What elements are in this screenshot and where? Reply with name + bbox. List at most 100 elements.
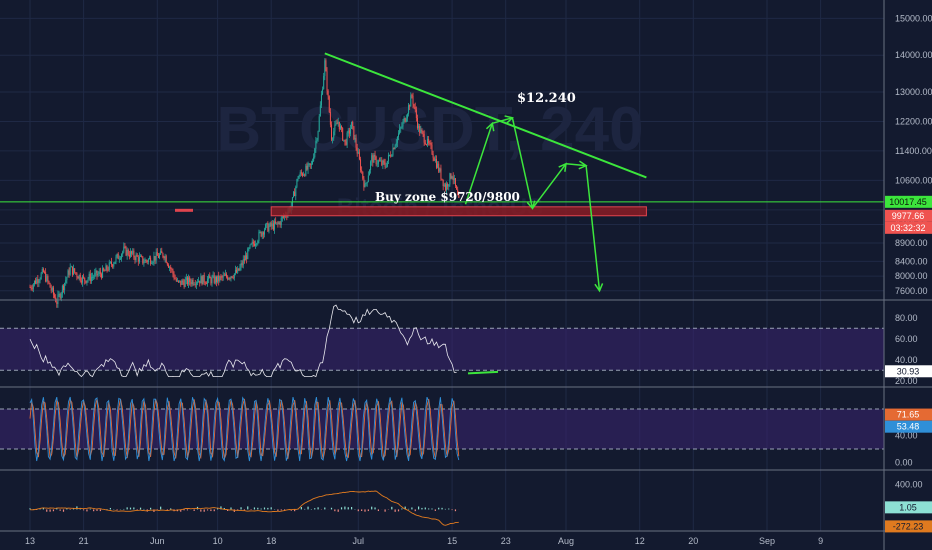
candle-body bbox=[334, 124, 336, 132]
macd-pane[interactable]: 400.00 bbox=[29, 479, 923, 526]
candle-body bbox=[303, 174, 305, 176]
macd-histogram-bar bbox=[99, 509, 101, 512]
macd-histogram-bar bbox=[126, 507, 128, 510]
candle-body bbox=[219, 276, 221, 282]
projection-arrow[interactable] bbox=[492, 117, 513, 125]
macd-histogram-bar bbox=[243, 509, 245, 511]
macd-histogram-bar bbox=[42, 508, 44, 510]
candle-body bbox=[347, 130, 349, 133]
buy-zone-rect[interactable] bbox=[270, 206, 647, 217]
macd-histogram-bar bbox=[257, 507, 259, 510]
candle-body bbox=[377, 160, 379, 164]
candle-body bbox=[380, 160, 382, 162]
time-axis[interactable]: 13 21 Jun 10 18 Jul 15 23 Aug 12 20 Sep 9 bbox=[25, 536, 823, 546]
candle-body bbox=[393, 147, 395, 150]
candle-body bbox=[355, 138, 357, 148]
stoch-rsi-pane[interactable]: 0.00 40.00 bbox=[0, 396, 918, 467]
time-tick-label: 21 bbox=[79, 536, 89, 546]
price-tag-bid: 9977.66 bbox=[892, 211, 925, 221]
price-pane[interactable]: 7600.008000.008400.008900.009400.0010600… bbox=[0, 13, 932, 308]
macd-histogram-bar bbox=[357, 509, 359, 512]
candle-body bbox=[173, 273, 175, 279]
macd-histogram-bar bbox=[136, 509, 138, 511]
macd-histogram-bar bbox=[213, 509, 215, 512]
macd-histogram-bar bbox=[304, 508, 306, 510]
candle-body bbox=[37, 279, 39, 283]
candle-body bbox=[400, 127, 402, 129]
macd-histogram-bar bbox=[29, 508, 31, 510]
candle-body bbox=[316, 139, 318, 141]
candle-body bbox=[186, 277, 188, 285]
candle-body bbox=[88, 273, 90, 279]
candle-body bbox=[370, 161, 372, 171]
candle-body bbox=[106, 265, 108, 270]
resistance-trendline[interactable] bbox=[324, 52, 647, 179]
time-tick-label: Sep bbox=[759, 536, 775, 546]
candle-body bbox=[32, 284, 34, 289]
macd-histogram-bar bbox=[183, 509, 185, 511]
candle-body bbox=[125, 246, 127, 256]
time-tick-label: 9 bbox=[818, 536, 823, 546]
candle-body bbox=[251, 241, 253, 244]
candle-body bbox=[414, 106, 416, 110]
rsi-support-line[interactable] bbox=[467, 370, 499, 375]
candle-body bbox=[315, 140, 317, 149]
candle-body bbox=[234, 269, 236, 274]
candle-body bbox=[392, 147, 394, 156]
candle-body bbox=[421, 129, 423, 132]
candle-body bbox=[448, 184, 450, 187]
candle-body bbox=[163, 256, 165, 259]
candle-body bbox=[262, 232, 264, 235]
projection-arrow[interactable] bbox=[585, 165, 601, 291]
price-tag-last: 10017.45 bbox=[889, 197, 927, 207]
candle-body bbox=[51, 287, 53, 291]
candle-body bbox=[102, 268, 104, 278]
projection-arrow[interactable] bbox=[565, 163, 587, 167]
candle-body bbox=[248, 248, 250, 249]
macd-histogram-bar bbox=[448, 508, 450, 510]
projection-arrow[interactable] bbox=[464, 123, 494, 205]
candle-body bbox=[430, 143, 432, 145]
candle-body bbox=[277, 222, 279, 224]
candle-body bbox=[404, 118, 406, 122]
candle-body bbox=[363, 178, 365, 188]
candle-body bbox=[358, 152, 360, 160]
candle-body bbox=[54, 294, 56, 298]
candle-body bbox=[236, 269, 238, 273]
candle-body bbox=[108, 262, 110, 271]
macd-histogram-bar bbox=[220, 506, 222, 510]
macd-histogram-bar bbox=[240, 507, 242, 510]
candle-body bbox=[134, 257, 136, 261]
candle-body bbox=[135, 254, 137, 261]
candle-body bbox=[29, 287, 31, 288]
candle-body bbox=[439, 168, 441, 172]
candle-body bbox=[123, 246, 125, 252]
candle-body bbox=[69, 267, 71, 275]
candle-body bbox=[346, 132, 348, 145]
candle-body bbox=[194, 284, 196, 286]
candle-body bbox=[48, 281, 50, 284]
candle-body bbox=[222, 275, 224, 278]
candle-body bbox=[218, 275, 220, 282]
projection-arrow[interactable] bbox=[531, 163, 567, 209]
rsi-pane[interactable]: 20.00 40.00 60.00 80.00 bbox=[0, 304, 918, 386]
macd-histogram-bar bbox=[62, 509, 65, 512]
candle-body bbox=[398, 133, 399, 137]
candle-body bbox=[193, 284, 195, 286]
candle-body bbox=[261, 232, 263, 237]
macd-histogram-bar bbox=[196, 506, 199, 510]
candle-body bbox=[119, 258, 121, 260]
macd-histogram-bar bbox=[206, 509, 209, 511]
macd-histogram-bar bbox=[361, 509, 363, 511]
candle-body bbox=[386, 160, 388, 167]
candle-body bbox=[314, 148, 316, 158]
candle-body bbox=[146, 260, 148, 262]
macd-histogram-bar bbox=[404, 506, 406, 510]
macd-histogram-bar bbox=[223, 507, 225, 510]
projection-arrow[interactable] bbox=[511, 117, 534, 209]
candle-body bbox=[336, 123, 338, 125]
macd-histogram-bar bbox=[414, 509, 416, 512]
candle-body bbox=[171, 269, 173, 270]
candle-body bbox=[452, 176, 454, 181]
